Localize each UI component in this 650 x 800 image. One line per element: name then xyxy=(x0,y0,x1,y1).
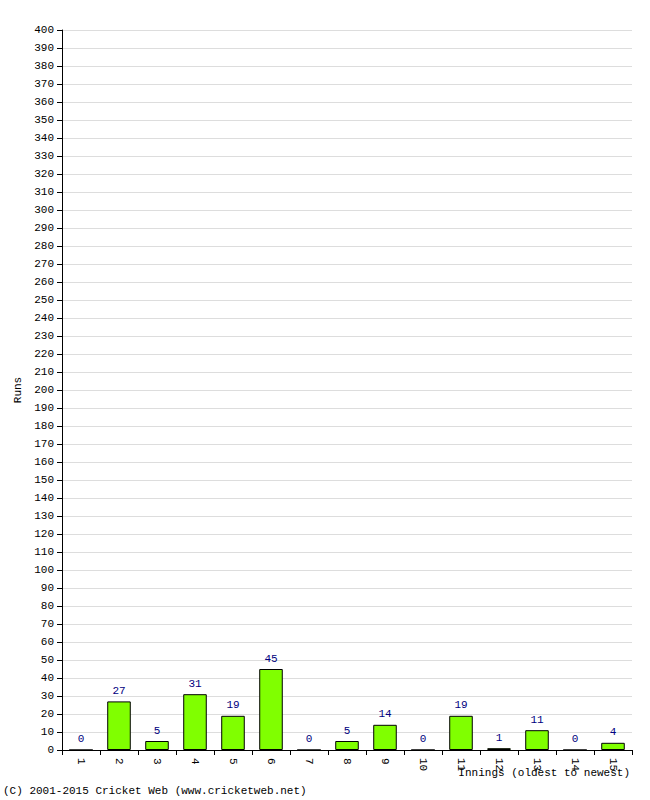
svg-text:Runs: Runs xyxy=(12,377,24,403)
svg-text:200: 200 xyxy=(34,384,54,396)
svg-text:2: 2 xyxy=(113,758,125,765)
svg-text:3: 3 xyxy=(151,758,163,765)
svg-text:290: 290 xyxy=(34,222,54,234)
svg-text:160: 160 xyxy=(34,456,54,468)
svg-text:19: 19 xyxy=(226,699,239,711)
svg-text:390: 390 xyxy=(34,42,54,54)
svg-text:170: 170 xyxy=(34,438,54,450)
svg-text:4: 4 xyxy=(610,726,617,738)
svg-text:1: 1 xyxy=(75,758,87,765)
svg-text:27: 27 xyxy=(112,685,125,697)
svg-text:300: 300 xyxy=(34,204,54,216)
svg-text:150: 150 xyxy=(34,474,54,486)
svg-text:190: 190 xyxy=(34,402,54,414)
svg-text:370: 370 xyxy=(34,78,54,90)
svg-text:70: 70 xyxy=(41,618,54,630)
svg-text:240: 240 xyxy=(34,312,54,324)
svg-text:360: 360 xyxy=(34,96,54,108)
svg-text:20: 20 xyxy=(41,708,54,720)
svg-text:0: 0 xyxy=(420,733,427,745)
svg-text:120: 120 xyxy=(34,528,54,540)
svg-text:50: 50 xyxy=(41,654,54,666)
svg-text:100: 100 xyxy=(34,564,54,576)
svg-text:8: 8 xyxy=(341,758,353,765)
svg-text:130: 130 xyxy=(34,510,54,522)
svg-text:12: 12 xyxy=(493,758,505,771)
svg-text:310: 310 xyxy=(34,186,54,198)
svg-text:15: 15 xyxy=(607,758,619,771)
svg-text:11: 11 xyxy=(530,714,544,726)
svg-text:380: 380 xyxy=(34,60,54,72)
svg-text:(C) 2001-2015 Cricket Web (www: (C) 2001-2015 Cricket Web (www.cricketwe… xyxy=(3,785,307,797)
svg-text:260: 260 xyxy=(34,276,54,288)
svg-text:4: 4 xyxy=(189,758,201,765)
svg-text:80: 80 xyxy=(41,600,54,612)
svg-text:1: 1 xyxy=(496,732,503,744)
svg-text:19: 19 xyxy=(454,699,467,711)
svg-text:320: 320 xyxy=(34,168,54,180)
svg-text:13: 13 xyxy=(531,758,543,771)
svg-text:0: 0 xyxy=(47,744,54,756)
svg-text:0: 0 xyxy=(78,733,85,745)
svg-text:340: 340 xyxy=(34,132,54,144)
svg-text:Innings (oldest to newest): Innings (oldest to newest) xyxy=(458,767,630,779)
svg-text:210: 210 xyxy=(34,366,54,378)
svg-text:110: 110 xyxy=(34,546,54,558)
svg-text:10: 10 xyxy=(417,758,429,771)
svg-text:0: 0 xyxy=(306,733,313,745)
svg-text:7: 7 xyxy=(303,758,315,765)
svg-text:14: 14 xyxy=(569,758,581,772)
svg-text:11: 11 xyxy=(455,758,467,772)
svg-text:90: 90 xyxy=(41,582,54,594)
svg-text:30: 30 xyxy=(41,690,54,702)
svg-text:40: 40 xyxy=(41,672,54,684)
svg-text:350: 350 xyxy=(34,114,54,126)
svg-text:220: 220 xyxy=(34,348,54,360)
svg-text:14: 14 xyxy=(378,708,392,720)
svg-text:230: 230 xyxy=(34,330,54,342)
svg-text:270: 270 xyxy=(34,258,54,270)
svg-text:330: 330 xyxy=(34,150,54,162)
svg-text:5: 5 xyxy=(344,725,351,737)
svg-text:10: 10 xyxy=(41,726,54,738)
svg-text:60: 60 xyxy=(41,636,54,648)
svg-text:250: 250 xyxy=(34,294,54,306)
svg-text:5: 5 xyxy=(227,758,239,765)
svg-text:140: 140 xyxy=(34,492,54,504)
svg-text:280: 280 xyxy=(34,240,54,252)
svg-text:180: 180 xyxy=(34,420,54,432)
svg-text:400: 400 xyxy=(34,24,54,36)
svg-text:5: 5 xyxy=(154,725,161,737)
svg-text:9: 9 xyxy=(379,758,391,765)
svg-text:0: 0 xyxy=(572,733,579,745)
svg-text:6: 6 xyxy=(265,758,277,765)
svg-text:45: 45 xyxy=(264,653,277,665)
svg-text:31: 31 xyxy=(188,678,202,690)
